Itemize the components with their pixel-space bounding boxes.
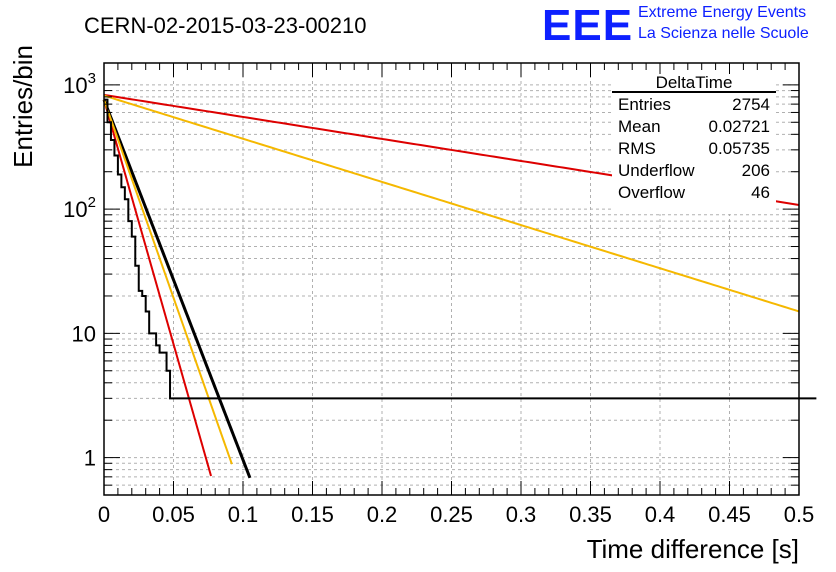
x-tick-label: 0.35 [569, 502, 612, 527]
y-axis-tick-labels: 1 10 102 103 [63, 70, 96, 471]
fit-curve [103, 99, 233, 465]
plot-frame [103, 62, 800, 496]
eee-logo: EEE [542, 1, 633, 50]
fit-curve [103, 94, 800, 313]
x-tick-label: 0.2 [367, 502, 398, 527]
x-tick-label: 0.1 [228, 502, 259, 527]
y-axis-title: Entries/bin [8, 45, 38, 168]
stats-rows: Entries 2754 Mean 0.02721 RMS 0.05735 Underflo… [618, 95, 770, 202]
run-title: CERN-02-2015-03-23-00210 [84, 13, 367, 38]
stats-value: 0.02721 [709, 117, 770, 136]
x-tick-label: 0.45 [708, 502, 751, 527]
fit-curve [102, 99, 252, 479]
x-tick-label: 0 [98, 502, 110, 527]
y-tick-label: 1 [84, 446, 96, 471]
x-tick-label: 0.4 [645, 502, 676, 527]
stats-value: 0.05735 [709, 139, 770, 158]
fit-curve [103, 99, 212, 477]
stats-label: RMS [618, 139, 656, 158]
histogram-line [104, 98, 817, 400]
stats-label: Overflow [618, 183, 686, 202]
histogram-layer [104, 98, 817, 400]
stats-label: Entries [618, 95, 671, 114]
y-tick-label: 10 [72, 321, 96, 346]
eee-subtitle-line1: Extreme Energy Events [638, 4, 806, 21]
x-tick-label: 0.3 [506, 502, 537, 527]
y-tick-label: 102 [63, 194, 96, 222]
eee-subtitle-line2: La Scienza nelle Scuole [638, 25, 809, 42]
x-tick-label: 0.25 [430, 502, 473, 527]
stats-value: 46 [751, 183, 770, 202]
stats-label: Mean [618, 117, 661, 136]
y-tick-label: 103 [63, 70, 96, 98]
x-tick-label: 0.05 [152, 502, 195, 527]
x-tick-label: 0.5 [784, 502, 815, 527]
x-axis-tick-labels: 0 0.05 0.1 0.15 0.2 0.25 0.3 0.35 0.4 0.45 0.5 [98, 502, 814, 527]
x-axis-title: Time difference [s] [587, 534, 799, 564]
stats-label: Underflow [618, 161, 695, 180]
stats-title: DeltaTime [656, 73, 733, 92]
stats-value: 206 [742, 161, 770, 180]
stats-box-background [612, 74, 776, 214]
stats-value: 2754 [732, 95, 770, 114]
stats-box: DeltaTime Entries 2754 Mean 0.02721 RMS 0.057… [612, 73, 776, 214]
x-tick-label: 0.15 [291, 502, 334, 527]
